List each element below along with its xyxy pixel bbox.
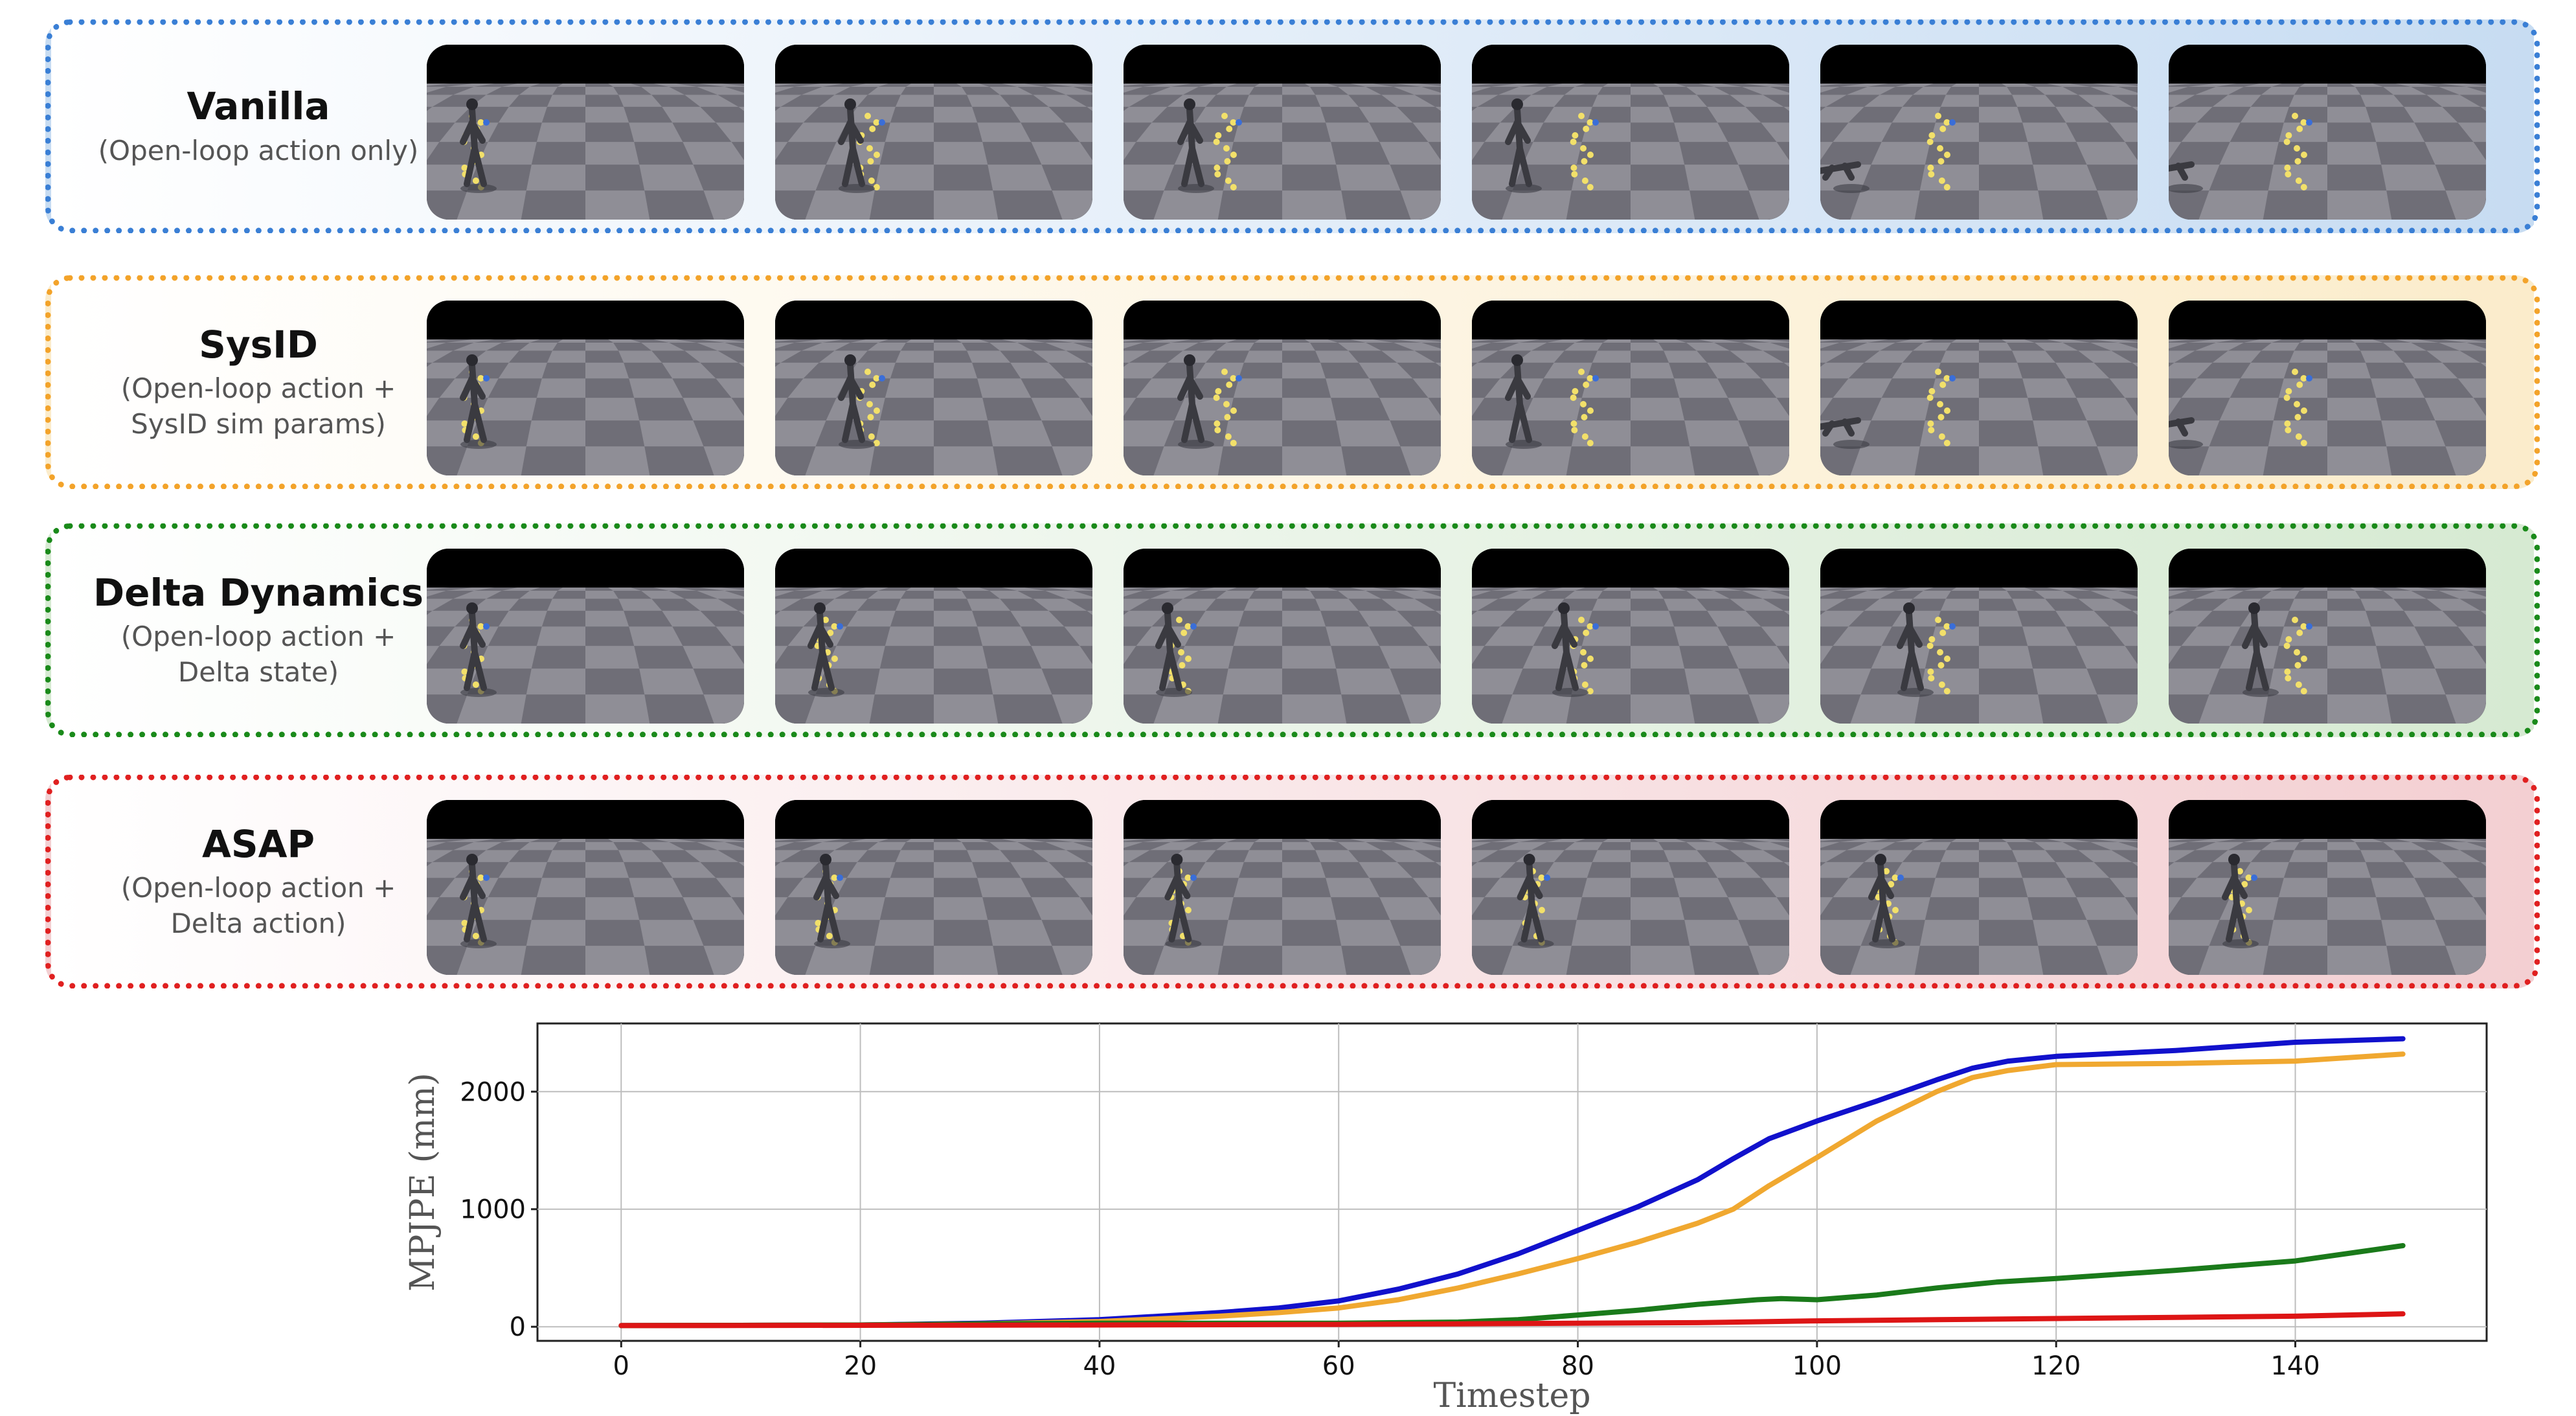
x-tick-label: 100 — [1792, 1351, 1842, 1381]
method-title: Vanilla — [186, 84, 330, 128]
method-row: Vanilla (Open-loop action only) — [45, 19, 2540, 233]
method-subtitle: (Open-loop action + Delta action) — [120, 872, 396, 939]
x-tick-label: 140 — [2270, 1351, 2320, 1381]
simulation-frame — [1124, 800, 1441, 975]
simulation-frame — [2169, 549, 2486, 724]
simulation-frame — [1820, 45, 2138, 220]
simulation-frame — [1472, 800, 1789, 975]
method-label: Vanilla (Open-loop action only) — [51, 25, 466, 227]
x-tick-label: 80 — [1561, 1351, 1594, 1381]
simulation-frame — [1820, 301, 2138, 475]
simulation-frame — [1820, 800, 2138, 975]
method-subtitle: (Open-loop action only) — [98, 134, 419, 166]
simulation-frame — [2169, 45, 2486, 220]
method-label: ASAP (Open-loop action + Delta action) — [51, 781, 466, 983]
x-tick-label: 40 — [1083, 1351, 1116, 1381]
method-row: SysID (Open-loop action + SysID sim param… — [45, 275, 2540, 489]
series-line — [618, 1051, 2406, 1329]
y-tick-label: 2000 — [460, 1077, 526, 1107]
simulation-frame — [775, 800, 1092, 975]
simulation-frame — [1124, 301, 1441, 475]
simulation-frame — [2169, 301, 2486, 475]
simulation-frame — [775, 549, 1092, 724]
simulation-frame — [427, 301, 744, 475]
series-lines — [618, 1036, 2406, 1329]
x-tick-label: 60 — [1322, 1351, 1355, 1381]
simulation-frame — [1472, 45, 1789, 220]
simulation-frame — [1124, 45, 1441, 220]
method-label: SysID (Open-loop action + SysID sim param… — [51, 281, 466, 483]
method-title: Delta Dynamics — [93, 570, 424, 615]
x-tick-label: 20 — [844, 1351, 877, 1381]
method-row: ASAP (Open-loop action + Delta action) — [45, 775, 2540, 988]
y-axis-title: MPJPE (mm) — [403, 1073, 442, 1292]
plot-area — [536, 1022, 2488, 1342]
simulation-frame — [1472, 301, 1789, 475]
simulation-frame — [427, 800, 744, 975]
method-subtitle: (Open-loop action + SysID sim params) — [120, 372, 396, 440]
simulation-frame — [2169, 800, 2486, 975]
x-axis-title: Timestep — [1433, 1376, 1590, 1415]
simulation-frame — [775, 301, 1092, 475]
tick-labels: 0 20 40 60 80 100 120 140 0 1000 2000 — [460, 1077, 2320, 1381]
simulation-frame — [1820, 549, 2138, 724]
method-label: Delta Dynamics (Open-loop action + Delta … — [51, 529, 466, 731]
method-row: Delta Dynamics (Open-loop action + Delta … — [45, 523, 2540, 737]
x-tick-label: 0 — [613, 1351, 629, 1381]
y-tick-label: 0 — [510, 1312, 526, 1342]
method-title: SysID — [199, 322, 318, 367]
method-title: ASAP — [201, 821, 315, 866]
simulation-frame — [427, 45, 744, 220]
simulation-frame — [427, 549, 744, 724]
simulation-frame — [775, 45, 1092, 220]
y-tick-label: 1000 — [460, 1195, 526, 1225]
simulation-frame — [1472, 549, 1789, 724]
method-subtitle: (Open-loop action + Delta state) — [120, 621, 396, 688]
mpjpe-chart: 0 20 40 60 80 100 120 140 0 1000 2000 Timestep MPJ… — [403, 1022, 2488, 1415]
simulation-frame — [1124, 549, 1441, 724]
series-line — [618, 1311, 2406, 1329]
series-line — [618, 1036, 2406, 1329]
x-tick-label: 120 — [2031, 1351, 2081, 1381]
